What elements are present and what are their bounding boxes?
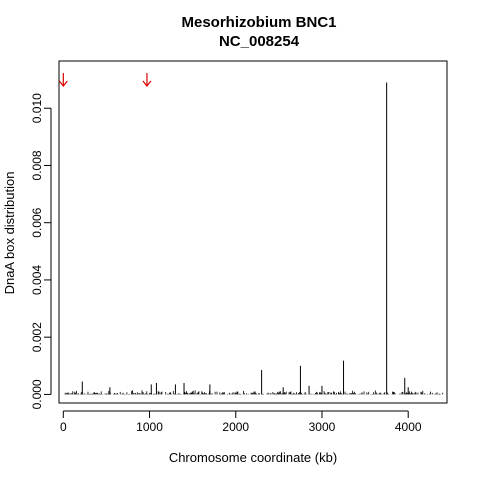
arrow-head [58,80,68,87]
down-arrow-icon [142,73,152,87]
x-axis-label: Chromosome coordinate (kb) [169,450,337,465]
down-arrow-icon [58,73,68,87]
x-tick-label: 3000 [309,420,336,434]
x-tick-label: 4000 [395,420,422,434]
arrow-head [142,80,152,87]
chart-subtitle: NC_008254 [219,33,300,50]
y-axis-label: DnaA box distribution [2,172,17,295]
axis-layer: 0 1000 2000 3000 4000 0.000 0.002 0.004 0.006 0.0… [30,93,422,434]
x-tick-label: 1000 [136,420,163,434]
y-tick-label: 0.004 [30,265,44,295]
chart-title: Mesorhizobium BNC1 [181,14,336,31]
x-tick-label: 2000 [222,420,249,434]
y-tick-label: 0.000 [30,379,44,409]
plot-layer [58,73,444,395]
y-tick-label: 0.002 [30,322,44,352]
y-tick-label: 0.006 [30,207,44,237]
plot-frame [58,60,448,404]
baseline-spikes [63,390,444,395]
y-tick-label: 0.010 [30,93,44,123]
x-tick-label: 0 [60,420,67,434]
y-tick-label: 0.008 [30,150,44,180]
